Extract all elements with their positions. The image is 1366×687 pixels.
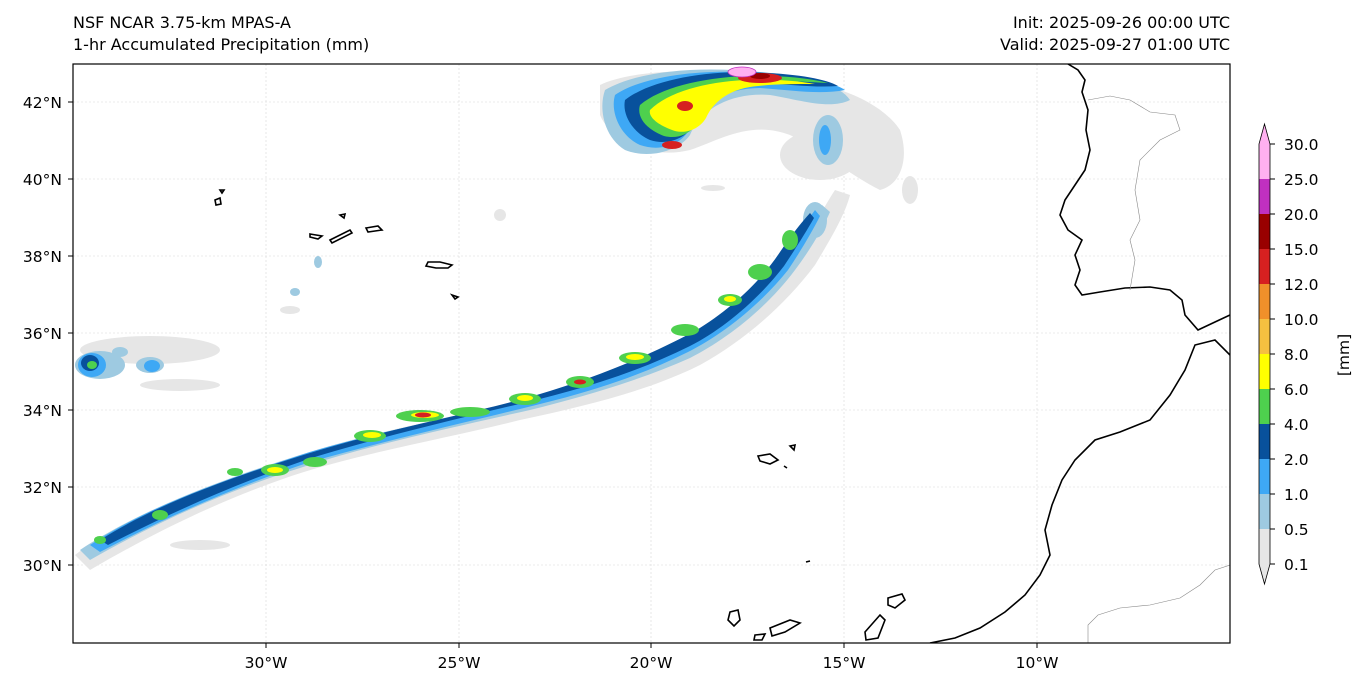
colorbar: 0.1 0.5 1.0 2.0 4.0 6.0 8.0 10.0 12.0 15.0 20.0 25.… xyxy=(1258,122,1353,586)
colorbar-level-label: 4.0 xyxy=(1284,416,1309,434)
lat-label: 40°N xyxy=(23,171,62,189)
lat-label: 30°N xyxy=(23,557,62,575)
lon-axis: 30°W 25°W 20°W 15°W 10°W xyxy=(245,643,1059,672)
colorbar-level-label: 12.0 xyxy=(1284,276,1319,294)
country-borders xyxy=(1087,95,1230,643)
lat-label: 32°N xyxy=(23,479,62,497)
lat-label: 34°N xyxy=(23,402,62,420)
model-title: NSF NCAR 3.75-km MPAS-A xyxy=(73,13,291,32)
precipitation-field xyxy=(75,66,918,570)
colorbar-segment xyxy=(1259,319,1270,354)
colorbar-level-label: 0.1 xyxy=(1284,556,1309,574)
colorbar-level-label: 15.0 xyxy=(1284,241,1319,259)
lon-label: 15°W xyxy=(823,654,866,672)
colorbar-segment xyxy=(1259,214,1270,249)
colorbar-unit-label: [mm] xyxy=(1335,334,1353,376)
colorbar-level-label: 10.0 xyxy=(1284,311,1319,329)
colorbar-segment xyxy=(1259,124,1270,179)
lon-label: 20°W xyxy=(630,654,673,672)
colorbar-segment xyxy=(1259,424,1270,459)
valid-time: Valid: 2025-09-27 01:00 UTC xyxy=(999,35,1230,54)
colorbar-level-label: 25.0 xyxy=(1284,171,1319,189)
colorbar-segment xyxy=(1259,494,1270,529)
colorbar-segment xyxy=(1259,459,1270,494)
colorbar-level-label: 6.0 xyxy=(1284,381,1309,399)
title-left: NSF NCAR 3.75-km MPAS-A 1-hr Accumulated… xyxy=(73,12,369,56)
lon-label: 25°W xyxy=(438,654,481,672)
title-right: Init: 2025-09-26 00:00 UTC Valid: 2025-0… xyxy=(1000,12,1230,56)
lat-label: 36°N xyxy=(23,325,62,343)
field-title: 1-hr Accumulated Precipitation (mm) xyxy=(73,35,370,54)
colorbar-level-label: 20.0 xyxy=(1284,206,1319,224)
colorbar-segment xyxy=(1259,179,1270,214)
colorbar-segment xyxy=(1259,249,1270,284)
colorbar-segment xyxy=(1259,389,1270,424)
colorbar-level-label: 0.5 xyxy=(1284,521,1309,539)
colorbar-level-label: 30.0 xyxy=(1284,136,1319,154)
coastlines xyxy=(214,64,1230,643)
colorbar-level-label: 2.0 xyxy=(1284,451,1309,469)
lat-label: 38°N xyxy=(23,248,62,266)
colorbar-segment xyxy=(1259,529,1270,584)
gridlines xyxy=(73,64,1230,643)
lat-label: 42°N xyxy=(23,94,62,112)
lat-axis: 42°N 40°N 38°N 36°N 34°N 32°N 30°N xyxy=(23,94,73,575)
colorbar-level-label: 8.0 xyxy=(1284,346,1309,364)
lon-label: 30°W xyxy=(245,654,288,672)
colorbar-segment xyxy=(1259,284,1270,319)
colorbar-segment xyxy=(1259,354,1270,389)
colorbar-level-label: 1.0 xyxy=(1284,486,1309,504)
init-time: Init: 2025-09-26 00:00 UTC xyxy=(1012,13,1230,32)
lon-label: 10°W xyxy=(1016,654,1059,672)
